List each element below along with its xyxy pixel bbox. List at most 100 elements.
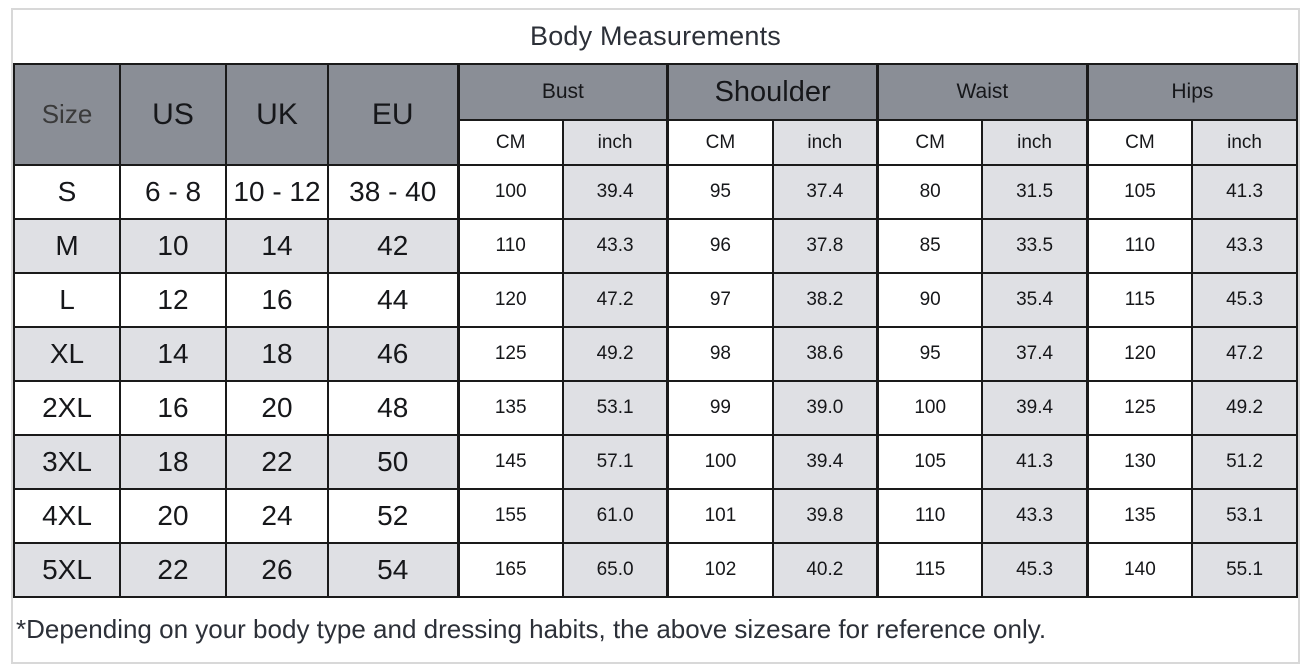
column-header-size: Size bbox=[13, 63, 121, 166]
cell-size: 5XL bbox=[13, 542, 121, 598]
cell-waist-inch: 39.4 bbox=[981, 380, 1089, 436]
cell-size: S bbox=[13, 164, 121, 220]
cell-uk: 26 bbox=[225, 542, 329, 598]
table-row: 3XL 18 22 50 145 57.1 100 39.4 105 41.3 130 51.2 bbox=[13, 434, 1298, 490]
cell-shoulder-cm: 96 bbox=[666, 218, 774, 274]
column-header-us: US bbox=[119, 63, 227, 166]
cell-us: 12 bbox=[119, 272, 227, 328]
cell-uk: 18 bbox=[225, 326, 329, 382]
cell-shoulder-cm: 99 bbox=[666, 380, 774, 436]
unit-header-shoulder-cm: CM bbox=[666, 119, 774, 166]
unit-header-waist-inch: inch bbox=[981, 119, 1089, 166]
column-header-eu: EU bbox=[327, 63, 459, 166]
cell-eu: 52 bbox=[327, 488, 459, 544]
cell-eu: 44 bbox=[327, 272, 459, 328]
cell-size: L bbox=[13, 272, 121, 328]
cell-shoulder-inch: 37.4 bbox=[771, 164, 879, 220]
column-group-hips: Hips bbox=[1085, 63, 1298, 121]
cell-eu: 46 bbox=[327, 326, 459, 382]
cell-hips-inch: 43.3 bbox=[1191, 218, 1298, 274]
cell-us: 14 bbox=[119, 326, 227, 382]
column-group-waist: Waist bbox=[876, 63, 1089, 121]
cell-hips-inch: 55.1 bbox=[1191, 542, 1298, 598]
cell-eu: 42 bbox=[327, 218, 459, 274]
column-group-shoulder: Shoulder bbox=[666, 63, 879, 121]
cell-hips-inch: 47.2 bbox=[1191, 326, 1298, 382]
cell-bust-cm: 100 bbox=[456, 164, 564, 220]
cell-uk: 24 bbox=[225, 488, 329, 544]
cell-size: XL bbox=[13, 326, 121, 382]
cell-waist-cm: 85 bbox=[876, 218, 984, 274]
cell-waist-cm: 95 bbox=[876, 326, 984, 382]
cell-hips-inch: 51.2 bbox=[1191, 434, 1298, 490]
cell-hips-cm: 115 bbox=[1085, 272, 1194, 328]
table-row: 5XL 22 26 54 165 65.0 102 40.2 115 45.3 140 55.1 bbox=[13, 542, 1298, 598]
cell-waist-inch: 33.5 bbox=[981, 218, 1089, 274]
cell-waist-cm: 110 bbox=[876, 488, 984, 544]
cell-uk: 22 bbox=[225, 434, 329, 490]
cell-uk: 14 bbox=[225, 218, 329, 274]
cell-hips-cm: 105 bbox=[1085, 164, 1194, 220]
cell-bust-inch: 39.4 bbox=[561, 164, 669, 220]
cell-bust-inch: 49.2 bbox=[561, 326, 669, 382]
cell-bust-inch: 65.0 bbox=[561, 542, 669, 598]
cell-waist-cm: 115 bbox=[876, 542, 984, 598]
cell-shoulder-inch: 37.8 bbox=[771, 218, 879, 274]
cell-shoulder-cm: 95 bbox=[666, 164, 774, 220]
cell-bust-cm: 125 bbox=[456, 326, 564, 382]
cell-size: 4XL bbox=[13, 488, 121, 544]
table-header: Size US UK EU Bust Shoulder Waist Hips C… bbox=[13, 63, 1298, 166]
cell-waist-inch: 37.4 bbox=[981, 326, 1089, 382]
column-group-bust: Bust bbox=[456, 63, 669, 121]
cell-shoulder-inch: 39.4 bbox=[771, 434, 879, 490]
header-row-units: CM inch CM inch CM inch CM inch bbox=[14, 119, 1298, 166]
cell-hips-inch: 45.3 bbox=[1191, 272, 1298, 328]
cell-size: M bbox=[13, 218, 121, 274]
cell-hips-inch: 49.2 bbox=[1191, 380, 1298, 436]
cell-waist-inch: 31.5 bbox=[981, 164, 1089, 220]
cell-us: 18 bbox=[119, 434, 227, 490]
cell-hips-cm: 125 bbox=[1085, 380, 1194, 436]
cell-shoulder-inch: 38.6 bbox=[771, 326, 879, 382]
chart-title: Body Measurements bbox=[529, 21, 781, 51]
unit-header-bust-cm: CM bbox=[456, 119, 564, 166]
footnote: *Depending on your body type and dressin… bbox=[16, 613, 1047, 644]
cell-hips-cm: 135 bbox=[1085, 488, 1194, 544]
cell-eu: 54 bbox=[327, 542, 459, 598]
cell-shoulder-inch: 40.2 bbox=[771, 542, 879, 598]
cell-eu: 48 bbox=[327, 380, 459, 436]
cell-bust-inch: 43.3 bbox=[561, 218, 669, 274]
cell-bust-inch: 47.2 bbox=[561, 272, 669, 328]
cell-uk: 20 bbox=[225, 380, 329, 436]
cell-shoulder-cm: 97 bbox=[666, 272, 774, 328]
column-header-uk: UK bbox=[225, 63, 329, 166]
table-row: M 10 14 42 110 43.3 96 37.8 85 33.5 110 43.3 bbox=[13, 218, 1298, 274]
cell-bust-cm: 155 bbox=[456, 488, 564, 544]
cell-waist-cm: 105 bbox=[876, 434, 984, 490]
cell-waist-inch: 45.3 bbox=[981, 542, 1089, 598]
cell-shoulder-cm: 100 bbox=[666, 434, 774, 490]
unit-header-hips-cm: CM bbox=[1085, 119, 1194, 166]
cell-bust-inch: 53.1 bbox=[561, 380, 669, 436]
cell-bust-cm: 165 bbox=[456, 542, 564, 598]
cell-hips-inch: 53.1 bbox=[1191, 488, 1298, 544]
cell-us: 6 - 8 bbox=[119, 164, 227, 220]
cell-hips-cm: 140 bbox=[1085, 542, 1194, 598]
size-table: Size US UK EU Bust Shoulder Waist Hips C… bbox=[13, 63, 1298, 598]
cell-size: 2XL bbox=[13, 380, 121, 436]
cell-hips-cm: 130 bbox=[1085, 434, 1194, 490]
cell-waist-inch: 35.4 bbox=[981, 272, 1089, 328]
cell-bust-inch: 57.1 bbox=[561, 434, 669, 490]
cell-bust-cm: 135 bbox=[456, 380, 564, 436]
cell-waist-cm: 90 bbox=[876, 272, 984, 328]
cell-us: 20 bbox=[119, 488, 227, 544]
cell-shoulder-cm: 102 bbox=[666, 542, 774, 598]
cell-bust-cm: 120 bbox=[456, 272, 564, 328]
cell-us: 10 bbox=[119, 218, 227, 274]
cell-us: 16 bbox=[119, 380, 227, 436]
cell-eu: 50 bbox=[327, 434, 459, 490]
table-row: 2XL 16 20 48 135 53.1 99 39.0 100 39.4 125 49.2 bbox=[13, 380, 1298, 436]
cell-us: 22 bbox=[119, 542, 227, 598]
